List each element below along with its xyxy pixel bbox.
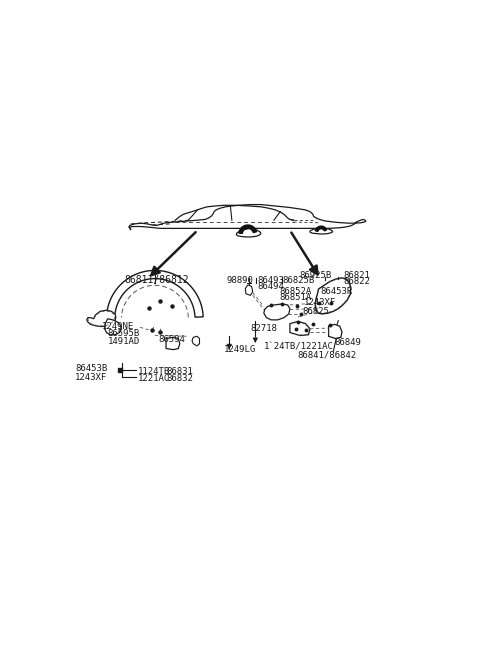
Text: 1249NE: 1249NE	[102, 322, 134, 330]
Text: 1221AC: 1221AC	[138, 374, 170, 383]
Polygon shape	[105, 319, 121, 335]
Polygon shape	[290, 321, 310, 336]
Text: 86822: 86822	[344, 277, 371, 286]
Text: 98890: 98890	[227, 276, 253, 285]
Text: 86453R: 86453R	[321, 287, 353, 296]
Bar	[118, 368, 122, 372]
Polygon shape	[264, 304, 290, 320]
Polygon shape	[329, 325, 342, 338]
Text: 1`24TB/1221AC: 1`24TB/1221AC	[264, 342, 334, 351]
Text: 86811/86812: 86811/86812	[124, 275, 189, 285]
Text: 86851A: 86851A	[279, 293, 312, 302]
Polygon shape	[192, 336, 200, 346]
Text: 86595B: 86595B	[108, 329, 140, 338]
Polygon shape	[315, 226, 327, 231]
Text: 86494: 86494	[257, 282, 284, 291]
Polygon shape	[315, 278, 351, 314]
Text: 86832: 86832	[166, 374, 193, 383]
Text: 86493: 86493	[257, 276, 284, 285]
Polygon shape	[107, 271, 203, 317]
Text: 86925B: 86925B	[300, 271, 332, 280]
Polygon shape	[239, 225, 256, 233]
Text: 1243XF: 1243XF	[304, 298, 336, 307]
Polygon shape	[245, 285, 252, 296]
Polygon shape	[87, 310, 116, 327]
Text: 86849: 86849	[335, 338, 361, 347]
Text: 86825: 86825	[302, 307, 329, 316]
Text: 1491AD: 1491AD	[108, 336, 140, 346]
Text: 86821: 86821	[344, 271, 371, 281]
Text: 1243XF: 1243XF	[75, 373, 107, 382]
Text: 86825B: 86825B	[282, 276, 315, 285]
Text: 1124TB: 1124TB	[138, 367, 170, 376]
Text: 1249LG: 1249LG	[224, 345, 256, 354]
Text: 86594: 86594	[158, 334, 185, 344]
Text: 86831: 86831	[166, 367, 193, 376]
Text: 86453B: 86453B	[75, 365, 107, 373]
Text: 86841/86842: 86841/86842	[297, 350, 357, 359]
Text: 86852A: 86852A	[279, 287, 312, 296]
Text: 82718: 82718	[251, 323, 277, 332]
Polygon shape	[166, 337, 180, 350]
